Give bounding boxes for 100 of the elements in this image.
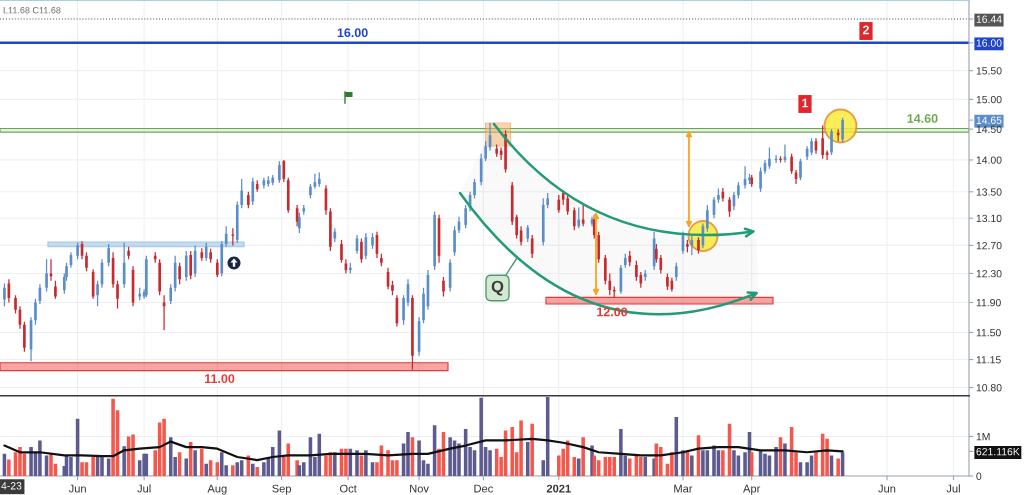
bar bbox=[417, 440, 421, 476]
bar bbox=[426, 463, 430, 476]
y-tick-label: 13.10 bbox=[976, 214, 1002, 223]
x-tick-label: Dec bbox=[474, 484, 493, 493]
bar bbox=[510, 426, 514, 476]
annotation: 1 bbox=[802, 98, 809, 108]
candlestick bbox=[360, 237, 363, 264]
candlestick bbox=[23, 321, 26, 353]
bar bbox=[355, 450, 359, 476]
bar bbox=[324, 455, 328, 476]
bar bbox=[193, 450, 197, 476]
bar bbox=[7, 459, 11, 476]
candlestick bbox=[821, 124, 824, 160]
bar bbox=[814, 452, 818, 476]
bar bbox=[168, 437, 173, 476]
candlestick bbox=[604, 254, 607, 285]
bar bbox=[530, 423, 534, 476]
candlestick bbox=[204, 242, 208, 262]
bar bbox=[162, 418, 166, 476]
annotation: L11.68 C11.68 bbox=[3, 7, 61, 14]
candlestick bbox=[3, 282, 6, 307]
candlestick bbox=[768, 146, 771, 170]
candlestick bbox=[566, 194, 569, 216]
candlestick bbox=[402, 294, 405, 326]
bar bbox=[592, 455, 597, 476]
bar bbox=[219, 452, 224, 476]
annotation: 12.00 bbox=[597, 307, 628, 317]
bar bbox=[200, 448, 204, 476]
bar bbox=[608, 457, 612, 476]
candlestick bbox=[830, 128, 833, 156]
bar bbox=[69, 457, 73, 476]
bar bbox=[627, 458, 632, 476]
candlestick bbox=[666, 272, 669, 291]
bar bbox=[184, 458, 189, 476]
candlestick bbox=[484, 140, 487, 162]
candlestick bbox=[706, 204, 709, 233]
y-tick-label: 16.44 bbox=[976, 15, 1002, 23]
candlestick bbox=[635, 260, 638, 282]
bar bbox=[488, 450, 492, 476]
y-tick-label: 0 bbox=[976, 472, 982, 480]
candlestick bbox=[251, 177, 255, 206]
line-series bbox=[3, 437, 844, 462]
y-tick-label: 1M bbox=[976, 433, 990, 441]
candlestick bbox=[189, 250, 193, 280]
y-tick-label: 12.30 bbox=[976, 269, 1002, 278]
bar bbox=[131, 434, 135, 476]
candlestick bbox=[728, 196, 731, 218]
bar bbox=[204, 463, 208, 476]
candlestick bbox=[309, 183, 312, 199]
bar bbox=[386, 450, 390, 476]
candlestick bbox=[298, 212, 301, 234]
x-tick-label: Mar bbox=[674, 484, 693, 493]
candlestick bbox=[779, 155, 782, 164]
candlestick bbox=[810, 137, 813, 156]
bar bbox=[612, 457, 616, 476]
candlestick bbox=[184, 250, 188, 282]
candlestick bbox=[340, 239, 343, 264]
annotation: 11.00 bbox=[205, 374, 235, 384]
candlestick bbox=[282, 159, 286, 183]
bar bbox=[231, 465, 235, 476]
bar bbox=[100, 457, 104, 476]
candlestick bbox=[577, 206, 581, 229]
bar bbox=[111, 398, 115, 476]
candlestick bbox=[85, 251, 88, 272]
text: 4-23 bbox=[1, 482, 22, 490]
bar bbox=[732, 450, 736, 476]
y-tick-label: 11.50 bbox=[976, 328, 1001, 337]
bar bbox=[406, 432, 410, 476]
candlestick bbox=[581, 204, 585, 227]
y-tick-label: 14.50 bbox=[976, 125, 1002, 134]
x-tick-label: Oct bbox=[340, 484, 357, 493]
bar bbox=[681, 450, 685, 476]
bar bbox=[262, 462, 266, 476]
bar bbox=[581, 437, 585, 476]
bar bbox=[643, 457, 648, 476]
candlestick bbox=[96, 280, 99, 307]
x-tick-label: Jul bbox=[137, 484, 151, 493]
bar bbox=[286, 443, 291, 476]
bar bbox=[333, 452, 337, 476]
candlestick bbox=[841, 117, 844, 144]
candlestick bbox=[34, 298, 37, 326]
bar bbox=[29, 447, 33, 476]
bar bbox=[235, 462, 240, 476]
bar bbox=[364, 450, 368, 476]
candlestick bbox=[608, 272, 612, 296]
y-tick-label: 14.65 bbox=[976, 116, 1002, 124]
bar bbox=[690, 455, 694, 476]
candlestick bbox=[122, 242, 126, 289]
x-tick-label: Jul bbox=[946, 484, 960, 493]
bar bbox=[576, 458, 581, 476]
candlestick bbox=[790, 153, 793, 175]
candlestick bbox=[278, 160, 281, 184]
candlestick bbox=[572, 206, 576, 231]
y-tick-label: 11.90 bbox=[976, 298, 1001, 307]
candlestick bbox=[473, 178, 476, 199]
x-tick-label: Sep bbox=[272, 484, 292, 495]
candlestick bbox=[759, 166, 762, 193]
candlestick bbox=[411, 294, 414, 371]
bar bbox=[519, 420, 523, 476]
y-tick-label: 13.50 bbox=[976, 188, 1002, 196]
